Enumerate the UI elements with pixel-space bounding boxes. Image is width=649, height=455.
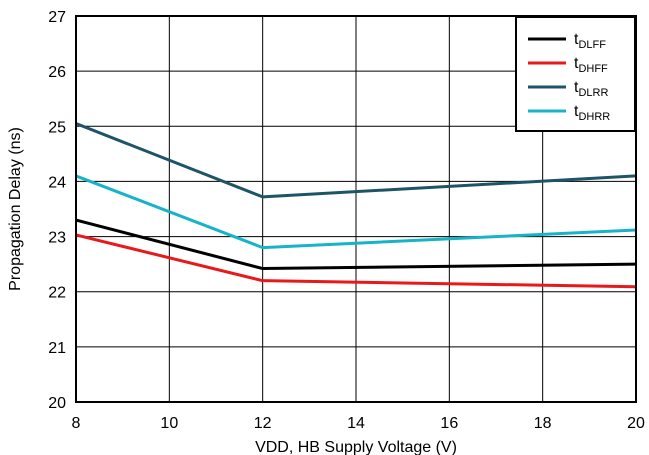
y-tick-label-7: 27: [48, 9, 66, 26]
plot-frame: [75, 15, 637, 403]
x-tick-label-2: 12: [254, 415, 272, 432]
y-axis-label: Propagation Delay (ns): [7, 127, 24, 291]
series-line-dlff: [75, 218, 637, 271]
x-tick-label-5: 18: [534, 415, 552, 432]
series-line-dhff: [75, 233, 637, 289]
series-line-dlrr: [75, 122, 637, 199]
x-tick-label-3: 14: [347, 415, 365, 432]
y-tick-label-5: 25: [48, 119, 66, 136]
y-tick-labels: 20 21 22 23 24 25 26 27: [48, 9, 66, 412]
series-line-dhrr: [75, 174, 637, 250]
x-tick-labels: 8 10 12 14 16 18 20: [72, 415, 645, 432]
y-tick-label-1: 21: [48, 340, 66, 357]
y-tick-label-6: 26: [48, 64, 66, 81]
x-tick-label-0: 8: [72, 415, 81, 432]
series-lines: [75, 122, 637, 289]
x-tick-label-6: 20: [627, 415, 645, 432]
x-tick-label-1: 10: [160, 415, 178, 432]
y-tick-label-4: 24: [48, 174, 66, 191]
y-tick-label-3: 23: [48, 230, 66, 247]
y-tick-label-2: 22: [48, 285, 66, 302]
y-tick-label-0: 20: [48, 395, 66, 412]
x-axis-label: VDD, HB Supply Voltage (V): [255, 439, 457, 455]
x-tick-label-4: 16: [440, 415, 458, 432]
